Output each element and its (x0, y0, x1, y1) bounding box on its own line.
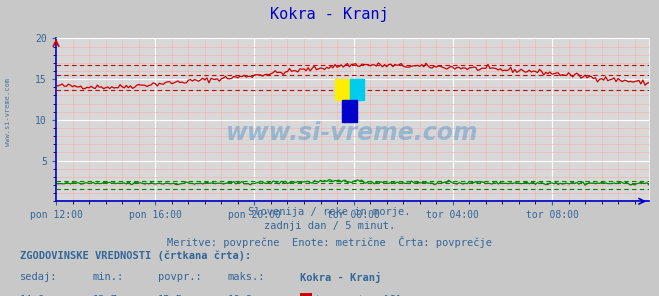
Text: ZGODOVINSKE VREDNOSTI (črtkana črta):: ZGODOVINSKE VREDNOSTI (črtkana črta): (20, 250, 251, 260)
Text: www.si-vreme.com: www.si-vreme.com (226, 121, 479, 145)
Text: temperatura[C]: temperatura[C] (314, 295, 402, 296)
Text: 16,8: 16,8 (227, 295, 252, 296)
Text: 15,5: 15,5 (158, 295, 183, 296)
Bar (342, 100, 357, 121)
Text: Slovenija / reke in morje.: Slovenija / reke in morje. (248, 207, 411, 217)
Text: Kokra - Kranj: Kokra - Kranj (270, 7, 389, 22)
Text: min.:: min.: (92, 272, 123, 282)
Text: 14,6: 14,6 (20, 295, 45, 296)
Text: www.si-vreme.com: www.si-vreme.com (5, 78, 11, 147)
Text: maks.:: maks.: (227, 272, 265, 282)
Text: povpr.:: povpr.: (158, 272, 202, 282)
Text: Meritve: povprečne  Enote: metrične  Črta: povprečje: Meritve: povprečne Enote: metrične Črta:… (167, 236, 492, 248)
Text: sedaj:: sedaj: (20, 272, 57, 282)
Bar (335, 79, 349, 100)
Bar (349, 79, 364, 100)
Text: Kokra - Kranj: Kokra - Kranj (300, 272, 381, 283)
Text: zadnji dan / 5 minut.: zadnji dan / 5 minut. (264, 221, 395, 231)
Text: 13,7: 13,7 (92, 295, 117, 296)
